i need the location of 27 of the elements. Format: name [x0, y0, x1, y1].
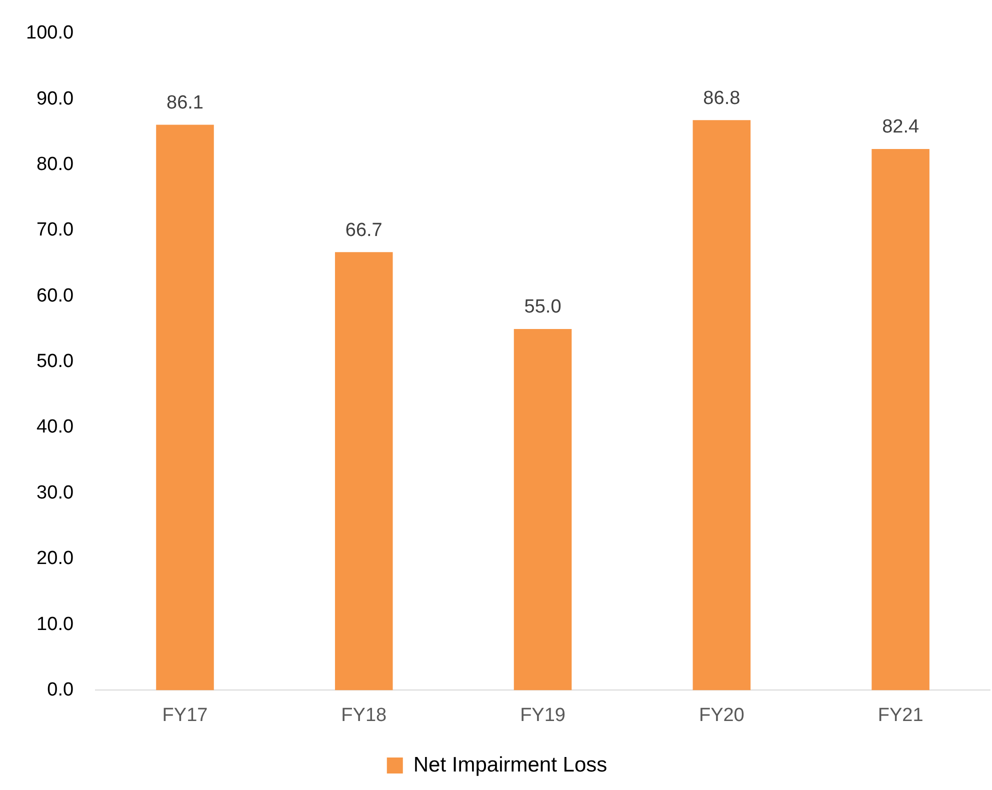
x-tick-label: FY17: [162, 704, 208, 726]
y-tick-label: 70.0: [36, 220, 74, 241]
y-tick-label: 30.0: [36, 482, 74, 504]
y-tick-label: 0.0: [47, 679, 74, 700]
y-tick-label: 50.0: [36, 351, 74, 372]
data-label: 55.0: [524, 296, 562, 318]
y-tick-label: 60.0: [36, 285, 74, 306]
bar: [872, 148, 930, 690]
bar: [514, 328, 572, 690]
x-tick-label: FY20: [698, 704, 744, 726]
x-tick-label: FY18: [341, 704, 387, 726]
y-tick-label: 10.0: [36, 614, 74, 635]
data-label: 66.7: [345, 220, 382, 241]
y-tick-label: 40.0: [36, 416, 74, 438]
y-tick-label: 80.0: [36, 154, 74, 175]
x-tick-label: FY21: [878, 704, 924, 726]
bar: [692, 120, 751, 690]
legend-label: Net Impairment Loss: [413, 753, 608, 776]
y-tick-label: 20.0: [36, 548, 74, 570]
bar: [156, 124, 214, 690]
data-label: 82.4: [882, 116, 920, 138]
data-label: 86.1: [166, 92, 204, 114]
y-tick-label: 100.0: [26, 22, 74, 44]
bar: [334, 252, 393, 690]
data-label: 86.8: [703, 88, 740, 109]
y-tick-label: 90.0: [36, 88, 74, 110]
x-tick-label: FY19: [520, 704, 566, 726]
